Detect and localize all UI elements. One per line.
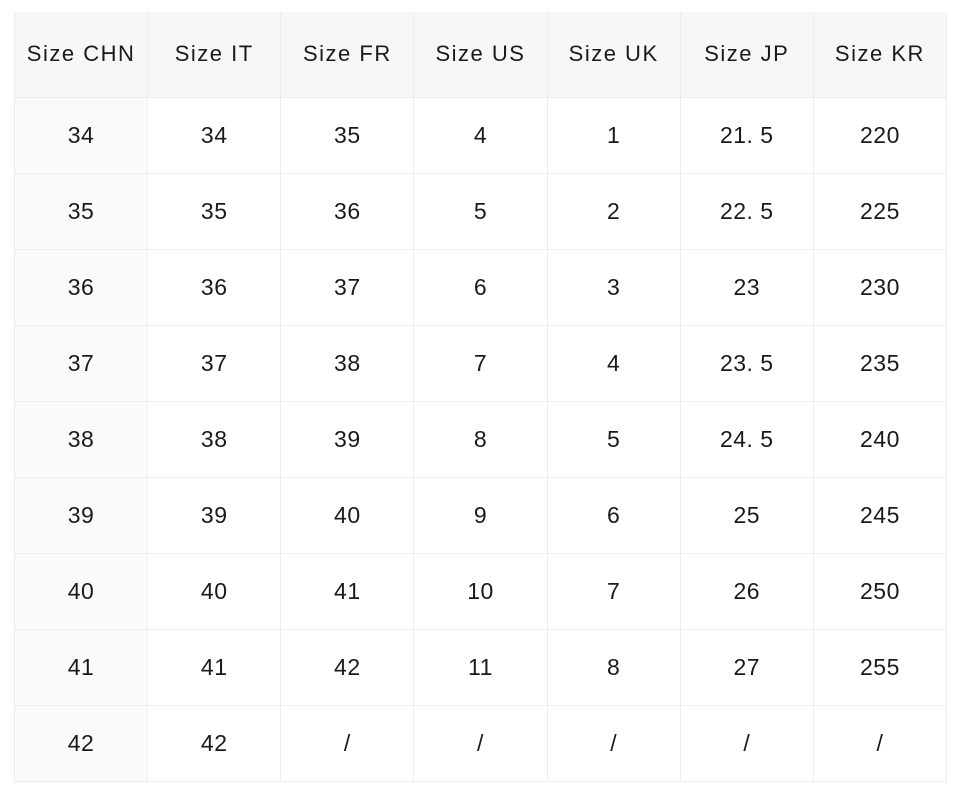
table-cell: 39 (280, 400, 415, 478)
table-cell: 240 (812, 400, 948, 478)
table-cell: 6 (413, 248, 548, 326)
table-cell: 38 (147, 400, 282, 478)
table-cell: 3 (546, 248, 681, 326)
table-header: Size CHN Size IT Size FR Size US Size UK Size… (13, 12, 948, 98)
table-row: 35 35 36 5 2 22. 5 225 (13, 172, 948, 250)
table-cell: / (679, 704, 814, 782)
header-row: Size CHN Size IT Size FR Size US Size UK Size… (13, 12, 948, 98)
table-cell: 39 (147, 476, 282, 554)
table-cell: 36 (280, 172, 415, 250)
column-header: Size FR (280, 12, 415, 98)
table-cell: 35 (147, 172, 282, 250)
table-cell: 8 (546, 628, 681, 706)
table-cell: 21. 5 (679, 96, 814, 174)
table-row: 36 36 37 6 3 23 230 (13, 248, 948, 326)
table-cell: 10 (413, 552, 548, 630)
table-cell: 7 (546, 552, 681, 630)
table-cell: 41 (280, 552, 415, 630)
table-cell: 25 (679, 476, 814, 554)
table-cell: 36 (13, 248, 149, 326)
table-cell: 23. 5 (679, 324, 814, 402)
table-cell: / (546, 704, 681, 782)
table-cell: 34 (147, 96, 282, 174)
table-cell: 1 (546, 96, 681, 174)
table-row: 41 41 42 11 8 27 255 (13, 628, 948, 706)
column-header: Size JP (679, 12, 814, 98)
table-cell: 6 (546, 476, 681, 554)
table-cell: 34 (13, 96, 149, 174)
table-cell: 38 (280, 324, 415, 402)
table-cell: 41 (13, 628, 149, 706)
table-cell: 4 (546, 324, 681, 402)
table-cell: / (812, 704, 948, 782)
table-cell: 37 (13, 324, 149, 402)
table-cell: 245 (812, 476, 948, 554)
table-cell: / (413, 704, 548, 782)
size-conversion-table: Size CHN Size IT Size FR Size US Size UK Size… (13, 12, 948, 782)
column-header: Size IT (147, 12, 282, 98)
column-header: Size CHN (13, 12, 149, 98)
table-cell: 35 (280, 96, 415, 174)
table-cell: 41 (147, 628, 282, 706)
table-cell: / (280, 704, 415, 782)
table-row: 39 39 40 9 6 25 245 (13, 476, 948, 554)
table-cell: 37 (147, 324, 282, 402)
table-cell: 24. 5 (679, 400, 814, 478)
table-row: 40 40 41 10 7 26 250 (13, 552, 948, 630)
table-cell: 11 (413, 628, 548, 706)
table-cell: 36 (147, 248, 282, 326)
table-cell: 225 (812, 172, 948, 250)
table-cell: 42 (147, 704, 282, 782)
table-cell: 220 (812, 96, 948, 174)
table-body: 34 34 35 4 1 21. 5 220 35 35 36 5 2 22. 5 225 36 36 37 6 3… (13, 96, 948, 782)
table-cell: 23 (679, 248, 814, 326)
table-row: 42 42// / / / (13, 704, 948, 782)
table-cell: 39 (13, 476, 149, 554)
table-cell: 40 (147, 552, 282, 630)
table-row: 37 37 38 7 4 23. 5 235 (13, 324, 948, 402)
table-cell: 5 (413, 172, 548, 250)
table-cell: 22. 5 (679, 172, 814, 250)
table-cell: 37 (280, 248, 415, 326)
column-header: Size US (413, 12, 548, 98)
table-cell: 8 (413, 400, 548, 478)
table-cell: 250 (812, 552, 948, 630)
table-cell: 42 (13, 704, 149, 782)
table-cell: 40 (280, 476, 415, 554)
table-row: 38 38 39 8 5 24. 5 240 (13, 400, 948, 478)
table-cell: 35 (13, 172, 149, 250)
table-cell: 40 (13, 552, 149, 630)
column-header: Size UK (546, 12, 681, 98)
table-cell: 4 (413, 96, 548, 174)
table-cell: 26 (679, 552, 814, 630)
table-cell: 5 (546, 400, 681, 478)
table-cell: 9 (413, 476, 548, 554)
column-header: Size KR (812, 12, 948, 98)
table-cell: 235 (812, 324, 948, 402)
table-cell: 230 (812, 248, 948, 326)
table-row: 34 34 35 4 1 21. 5 220 (13, 96, 948, 174)
table-cell: 2 (546, 172, 681, 250)
table-cell: 38 (13, 400, 149, 478)
table-cell: 42 (280, 628, 415, 706)
size-chart-container: Size CHN Size IT Size FR Size US Size UK Size… (13, 12, 948, 782)
table-cell: 255 (812, 628, 948, 706)
table-cell: 7 (413, 324, 548, 402)
table-cell: 27 (679, 628, 814, 706)
